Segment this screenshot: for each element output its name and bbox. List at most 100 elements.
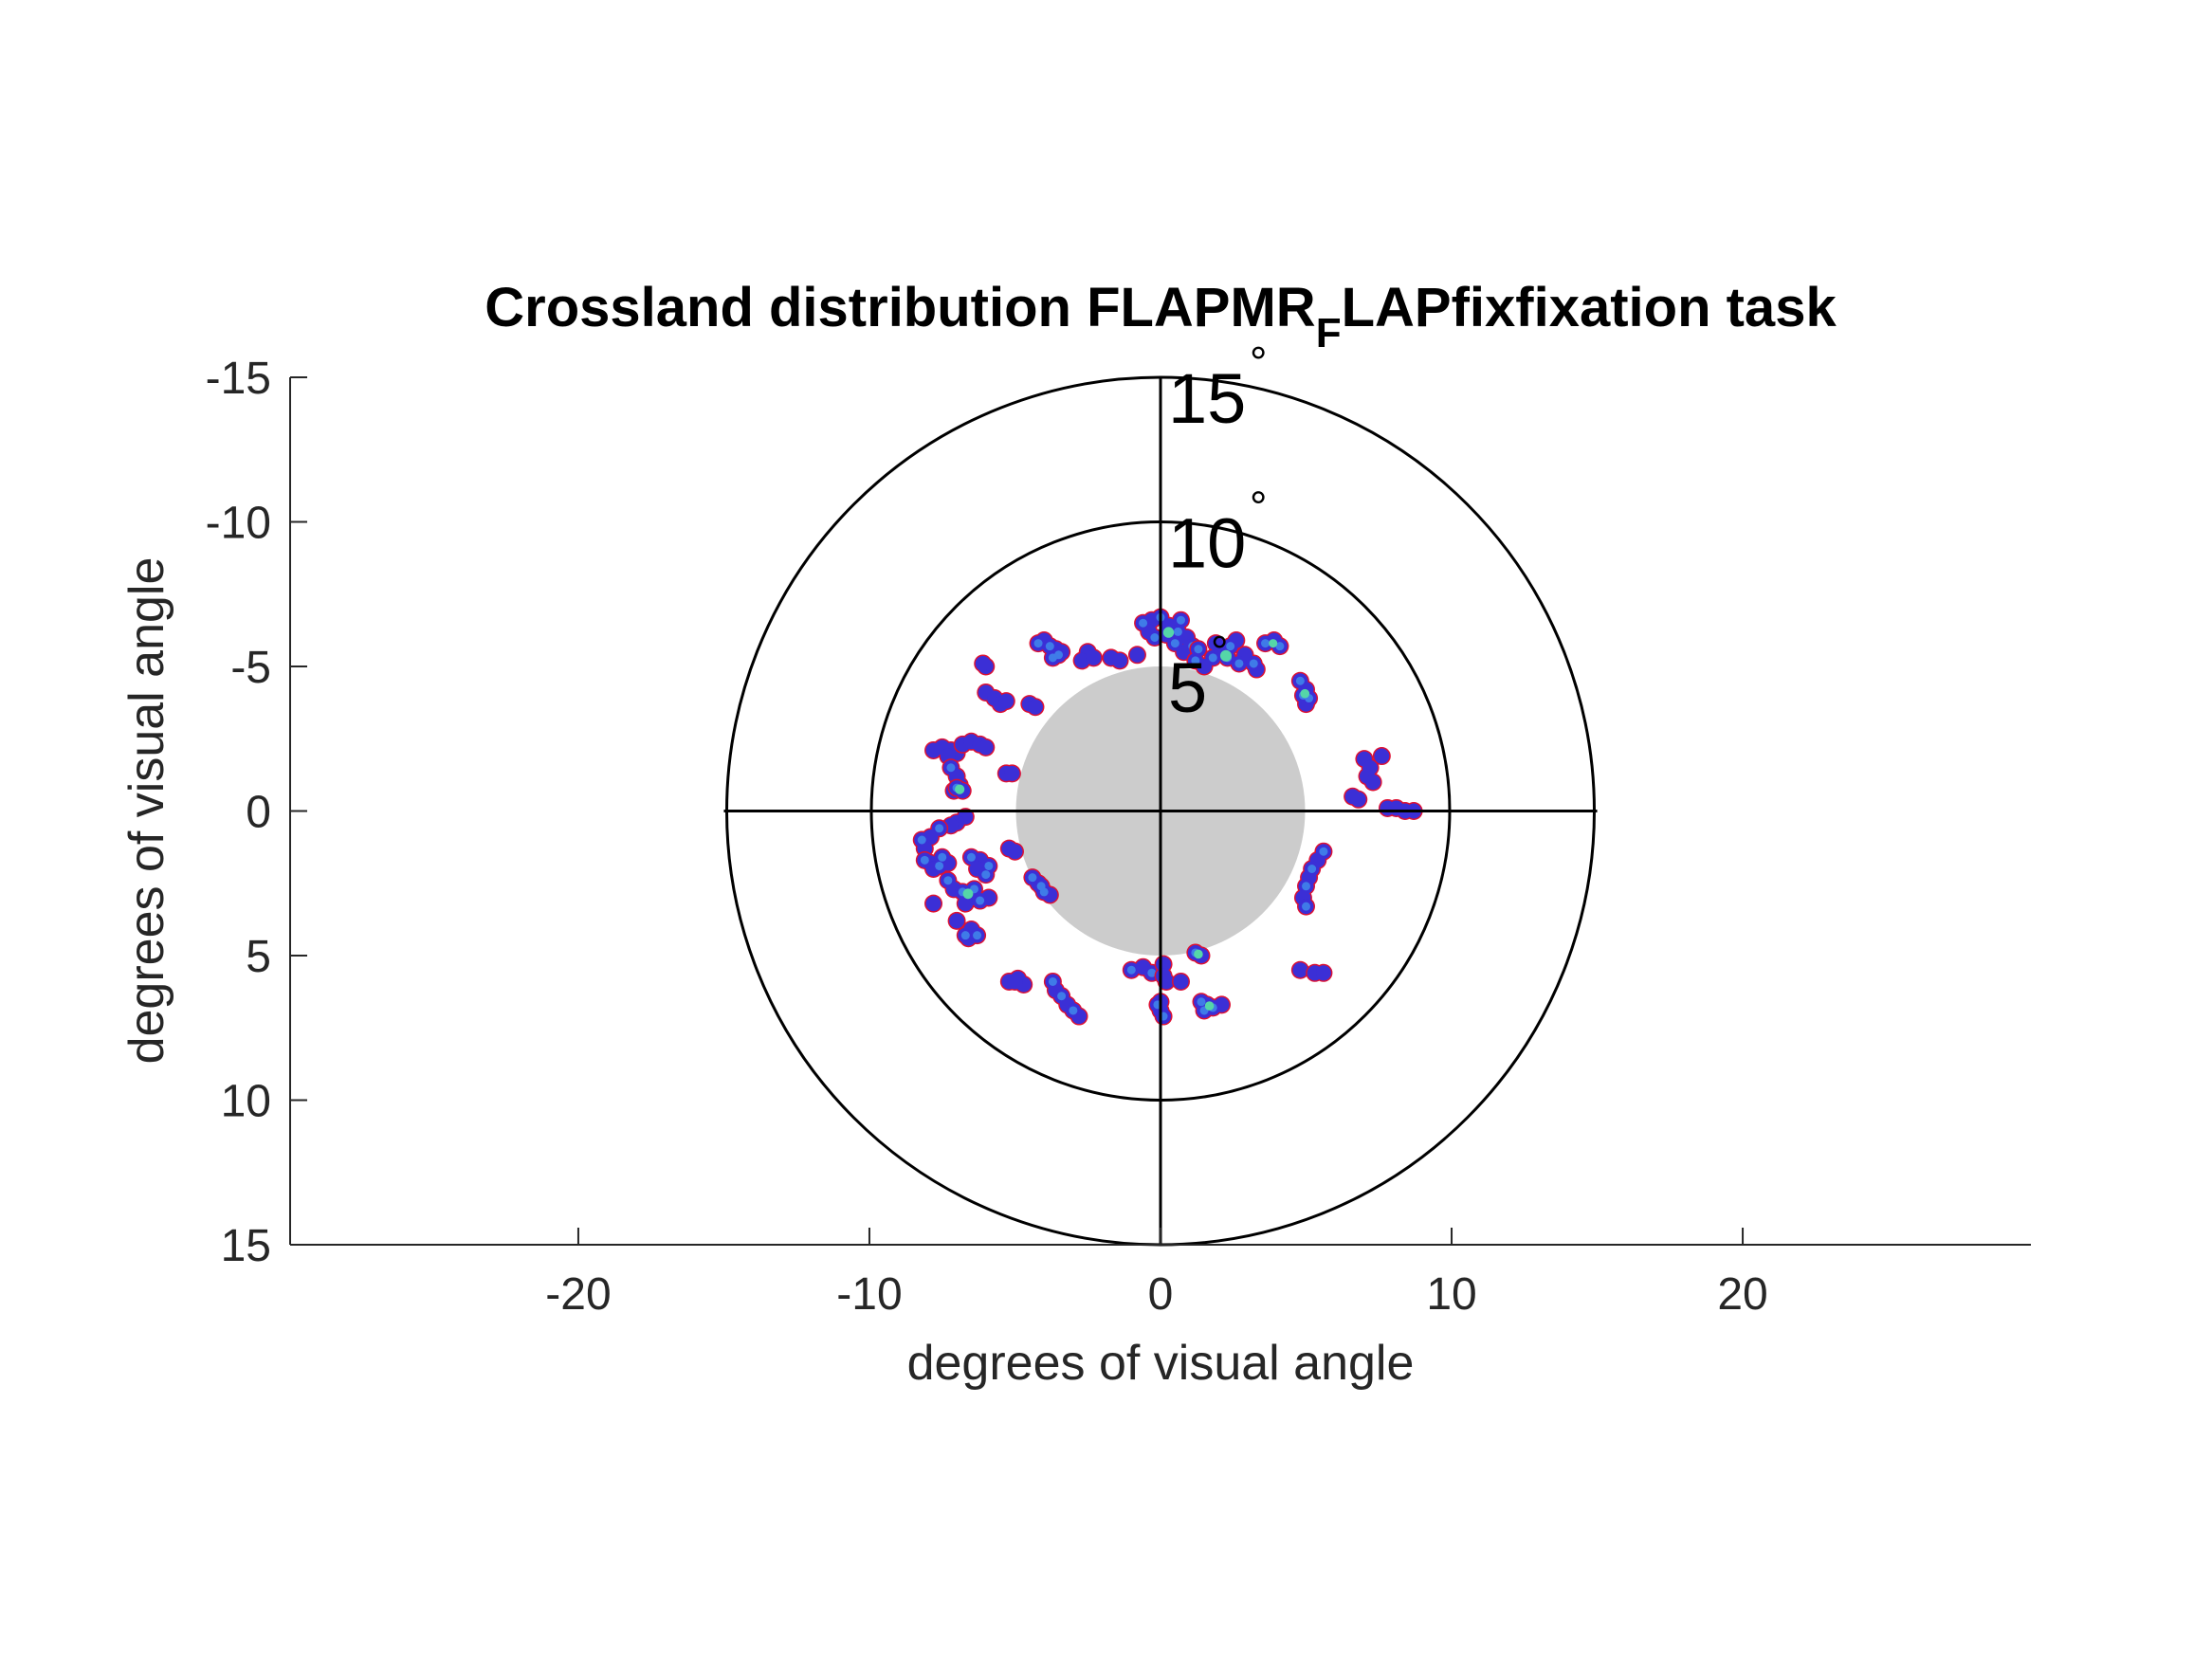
- cluster-mid-point: [1176, 615, 1185, 625]
- cluster-mid-point: [1319, 847, 1328, 856]
- ring-label-degree: °: [1211, 627, 1228, 676]
- cluster-mid-point: [1307, 865, 1317, 873]
- fixation-cluster: [1293, 842, 1333, 916]
- cluster-point: [1374, 748, 1390, 764]
- fixation-cluster: [999, 969, 1033, 994]
- fixation-cluster: [1122, 957, 1161, 982]
- cluster-mid-point: [1275, 642, 1285, 651]
- cluster-point: [949, 913, 965, 929]
- x-axis-label: degrees of visual angle: [907, 1336, 1415, 1391]
- cluster-mid-point: [946, 763, 956, 773]
- cluster-mid-point: [981, 870, 991, 880]
- fixation-cluster: [1020, 695, 1045, 717]
- fixation-cluster: [956, 921, 987, 948]
- cluster-point: [958, 896, 974, 912]
- ring-label-10: 10 °: [1168, 483, 1267, 583]
- cluster-point: [1004, 765, 1020, 781]
- y-axis-label: degrees of visual angle: [119, 557, 174, 1065]
- cluster-mid-point: [1208, 653, 1217, 663]
- fixation-cluster: [1378, 798, 1423, 820]
- cluster-point: [1112, 652, 1128, 668]
- y-tick-label: -15: [206, 354, 271, 404]
- fixation-cluster: [1154, 955, 1176, 991]
- cluster-mid-point: [935, 824, 944, 833]
- y-tick-label: 5: [246, 932, 271, 982]
- cluster-mid-point: [938, 852, 947, 862]
- cluster-mid-point: [1249, 659, 1258, 668]
- ring-label-15: 15 °: [1168, 337, 1267, 438]
- fixation-cluster: [1072, 643, 1103, 670]
- fixation-cluster: [1344, 787, 1368, 809]
- fixation-cluster: [915, 848, 958, 878]
- cluster-peak-point: [1219, 649, 1232, 662]
- cluster-point: [975, 655, 991, 671]
- cluster-peak-point: [1162, 627, 1175, 638]
- cluster-mid-point: [1302, 882, 1311, 891]
- cluster-point: [1129, 647, 1145, 663]
- cluster-peak-point: [1269, 639, 1278, 648]
- cluster-mid-point: [973, 931, 982, 940]
- fixation-cluster: [1290, 671, 1319, 714]
- fixation-cluster: [939, 871, 998, 913]
- y-tick-label: 10: [221, 1077, 271, 1127]
- cluster-mid-point: [920, 855, 929, 865]
- fixation-cluster: [977, 683, 1015, 714]
- fixation-cluster: [1192, 993, 1231, 1020]
- fixation-cluster: [1023, 868, 1059, 904]
- cluster-point: [978, 739, 994, 756]
- cluster-point: [1007, 974, 1023, 990]
- cluster-point: [1173, 974, 1189, 990]
- cluster-mid-point: [966, 852, 976, 862]
- cluster-mid-point: [1197, 997, 1206, 1007]
- fixation-cluster: [924, 894, 943, 913]
- x-tick-label: 0: [1148, 1269, 1174, 1320]
- cluster-mid-point: [984, 861, 994, 870]
- ring-label-value: 5: [1168, 648, 1207, 727]
- x-tick-label: -10: [836, 1269, 902, 1320]
- ring-label-5: 5 °: [1168, 627, 1228, 727]
- ring-label-value: 15: [1168, 359, 1246, 438]
- fixation-cluster: [947, 778, 972, 800]
- fixation-cluster: [1127, 646, 1146, 665]
- cluster-mid-point: [1139, 618, 1148, 628]
- fixation-cluster: [1043, 972, 1088, 1026]
- fixation-cluster: [1134, 608, 1202, 662]
- cluster-point: [1027, 699, 1043, 715]
- ring-label-value: 10: [1168, 504, 1246, 583]
- fixation-cluster: [1290, 960, 1309, 979]
- ring-label-degree: °: [1250, 337, 1267, 387]
- cluster-point: [1007, 844, 1023, 860]
- cluster-point: [980, 890, 996, 905]
- fixation-cluster: [996, 764, 1021, 783]
- cluster-point: [1214, 996, 1230, 1012]
- fixation-cluster: [974, 654, 996, 676]
- fixation-cluster: [941, 808, 975, 835]
- cluster-mid-point: [1048, 653, 1057, 663]
- fixation-cluster: [999, 839, 1024, 861]
- fixation-cluster: [1102, 648, 1129, 670]
- cluster-mid-point: [1045, 642, 1054, 651]
- cluster-point: [1074, 652, 1090, 668]
- fixation-cluster: [1355, 750, 1382, 792]
- fixation-cluster: [961, 848, 998, 884]
- cluster-mid-point: [1057, 992, 1067, 1001]
- y-tick-label: 15: [221, 1221, 271, 1271]
- cluster-peak-point: [1300, 688, 1310, 699]
- cluster-mid-point: [1295, 676, 1305, 685]
- cluster-point: [998, 693, 1015, 709]
- title-subscript: F: [1316, 310, 1342, 356]
- cluster-peak-point: [962, 888, 974, 900]
- cluster-mid-point: [1147, 968, 1157, 977]
- cluster-point: [1365, 775, 1381, 790]
- cluster-mid-point: [1194, 645, 1203, 654]
- y-tick-label: -10: [206, 499, 271, 549]
- y-tick-label: -5: [230, 643, 271, 693]
- cluster-mid-point: [1069, 1006, 1078, 1015]
- cluster-mid-point: [1226, 642, 1235, 651]
- cluster-point: [1292, 962, 1308, 978]
- cluster-mid-point: [1028, 873, 1037, 883]
- cluster-mid-point: [1170, 639, 1179, 648]
- x-tick-label: 10: [1426, 1269, 1476, 1320]
